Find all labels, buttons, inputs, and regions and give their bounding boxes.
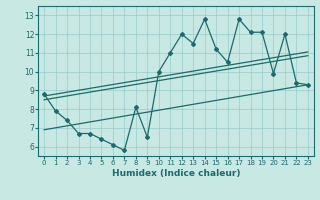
X-axis label: Humidex (Indice chaleur): Humidex (Indice chaleur) <box>112 169 240 178</box>
